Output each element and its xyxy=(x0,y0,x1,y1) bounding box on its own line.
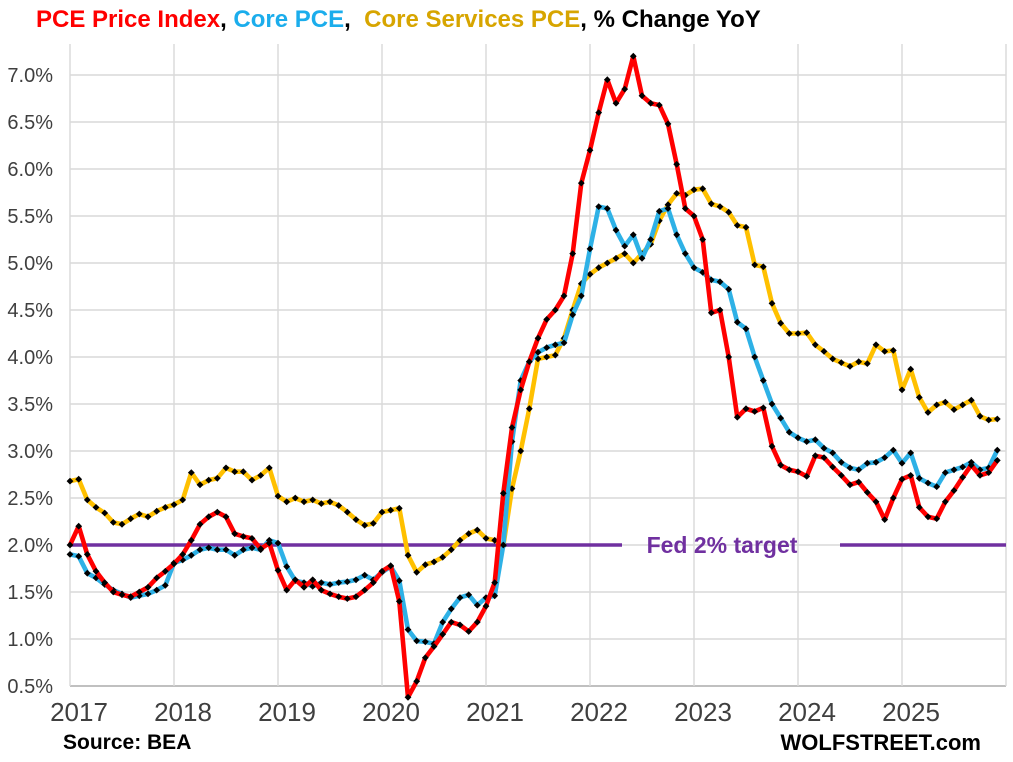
source-label: Source: BEA xyxy=(63,731,192,754)
y-axis-label: 2.0% xyxy=(7,535,53,557)
x-axis-label: 2024 xyxy=(778,697,836,727)
series-markers-core-pce xyxy=(66,203,1001,648)
x-axis-label: 2020 xyxy=(362,697,420,727)
y-axis-label: 1.5% xyxy=(7,582,53,604)
series-line-core-pce xyxy=(67,204,1000,647)
x-axis-label: 2018 xyxy=(154,697,212,727)
y-axis-label: 0.5% xyxy=(7,676,53,698)
y-axis-label: 1.0% xyxy=(7,629,53,651)
title-part-pce-price-index: PCE Price Index xyxy=(36,6,221,33)
y-axis-label: 7.0% xyxy=(7,65,53,87)
x-axis-label: 2017 xyxy=(50,697,108,727)
x-axis-label: 2022 xyxy=(570,697,628,727)
x-axis-label: 2019 xyxy=(258,697,316,727)
y-axis-label: 4.0% xyxy=(7,347,53,369)
y-axis-label: 5.5% xyxy=(7,206,53,228)
x-axis-label: 2021 xyxy=(466,697,524,727)
y-axis-label: 6.0% xyxy=(7,159,53,181)
y-axis-label: 2.5% xyxy=(7,488,53,510)
y-axis-label: 3.0% xyxy=(7,441,53,463)
title-part-core-pce: Core PCE xyxy=(233,6,345,33)
title-part-core-services-pce: Core Services PCE xyxy=(364,6,581,33)
x-axis-label: 2025 xyxy=(882,697,940,727)
y-axis-label: 6.5% xyxy=(7,112,53,134)
y-axis-label: 3.5% xyxy=(7,394,53,416)
chart-title: PCE Price Index, Core PCE, Core Services… xyxy=(36,6,761,34)
title-separator: , xyxy=(344,6,365,33)
y-axis-label: 5.0% xyxy=(7,253,53,275)
y-axis-label: 4.5% xyxy=(7,300,53,322)
watermark: WOLFSTREET.com xyxy=(780,730,981,755)
title-separator: , xyxy=(220,6,234,33)
x-axis-label: 2023 xyxy=(674,697,732,727)
title-part-suffix: , % Change YoY xyxy=(580,6,761,33)
fed-target-label: Fed 2% target xyxy=(647,532,798,558)
